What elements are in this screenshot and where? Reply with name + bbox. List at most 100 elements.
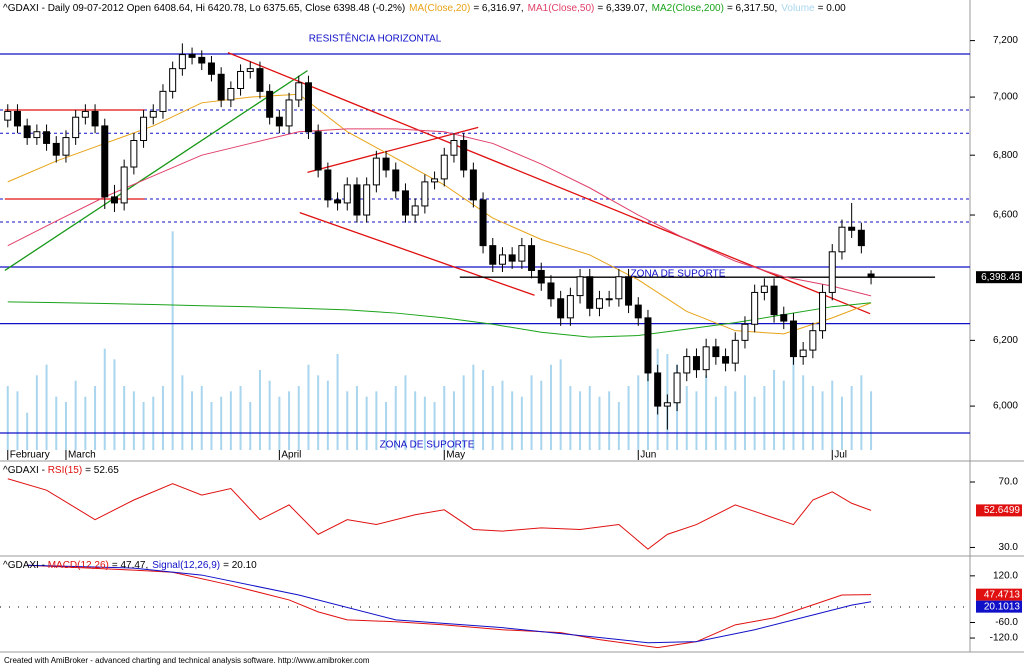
candle-body [13, 110, 21, 127]
panel-header: ^GDAXI - MACD(12,26) = 47.47, Signal(12,26… [3, 560, 257, 571]
volume-bar [831, 380, 834, 450]
candle-body [363, 184, 371, 216]
volume-bar [811, 386, 814, 450]
volume-bar [229, 391, 232, 450]
candle-body [81, 110, 89, 118]
volume-bar [220, 396, 223, 450]
annotation: ZONA DE SUPORTE [631, 269, 726, 280]
legend-entry: Signal(12,26,9) [152, 560, 220, 571]
candle-body [110, 196, 118, 204]
candle-body [644, 317, 652, 374]
volume-bar [763, 386, 766, 450]
annotation: RESISTÊNCIA HORIZONTAL [309, 32, 442, 45]
candle-body [722, 356, 730, 364]
y-tick-label: 6,600 [993, 210, 1018, 221]
candle-body [625, 276, 633, 306]
header-title: ^GDAXI - [3, 560, 48, 571]
candle-body [130, 139, 138, 168]
candle-body [741, 323, 749, 341]
candle-body [489, 245, 497, 265]
candle-body [343, 184, 351, 204]
candle-body [683, 356, 691, 374]
candle-body [828, 251, 836, 293]
volume-bar [695, 391, 698, 450]
volume-bar [792, 354, 795, 450]
volume-bar [540, 380, 543, 450]
candle-body [528, 245, 536, 271]
header-title: ^GDAXI - [3, 465, 48, 476]
legend-value: = 20.10 [223, 560, 257, 571]
volume-bar [598, 396, 601, 450]
y-tick-label: 7,000 [993, 92, 1018, 103]
candle-body [295, 82, 303, 101]
volume-bar [773, 370, 776, 450]
volume-bar [452, 391, 455, 450]
volume-bar [258, 370, 261, 450]
volume-bar [35, 375, 38, 450]
candle-body [198, 56, 206, 64]
candle-body [848, 226, 856, 231]
y-tick-label: 6,800 [993, 150, 1018, 161]
candle-body [4, 110, 12, 121]
volume-bar [714, 396, 717, 450]
candle-body [178, 54, 186, 70]
volume-bar [646, 332, 649, 450]
volume-bar [821, 391, 824, 450]
volume-bar [617, 402, 620, 450]
candle-body [857, 229, 865, 247]
candle-body [149, 110, 157, 118]
candle-body [227, 88, 235, 101]
volume-bar [307, 364, 310, 450]
candle-body [692, 356, 700, 371]
volume-bar [637, 375, 640, 450]
volume-bar [414, 391, 417, 450]
volume-bar [64, 402, 67, 450]
indicator-line [7, 301, 872, 338]
candle-body [246, 68, 254, 72]
candle-body [72, 116, 80, 139]
y-tick-label: 7,200 [993, 35, 1018, 46]
volume-bar [249, 402, 252, 450]
volume-bar [317, 375, 320, 450]
candle-body [23, 125, 31, 139]
volume-bar [26, 412, 29, 450]
candle-body [314, 131, 322, 171]
volume-bar [142, 402, 145, 450]
volume-bar [161, 386, 164, 450]
volume-bar [375, 391, 378, 450]
legend-entry: MA2(Close,200) [652, 3, 724, 14]
candle-body [605, 298, 613, 301]
volume-bar [549, 364, 552, 450]
candle-body [217, 73, 225, 101]
candle-body [799, 349, 807, 358]
candle-body [615, 276, 623, 300]
candle-body [586, 276, 594, 309]
candle-body [43, 131, 51, 144]
volume-bar [782, 380, 785, 450]
header-title: ^GDAXI - Daily 09-07-2012 Open 6408.64, … [3, 3, 405, 14]
volume-bar [152, 396, 155, 450]
panel: 70.0 30.0 ^GDAXI - RSI(15) = 52.65 52.6499 [3, 465, 1022, 553]
volume-bar [404, 375, 407, 450]
candle-body [353, 184, 361, 216]
last-value-label: 6,398.48 [981, 272, 1020, 283]
last-value-label: 47.4713 [984, 589, 1021, 600]
legend-value: = 6,339.07, [597, 3, 647, 14]
y-tick-label: -60.0 [995, 617, 1018, 628]
volume-bar [734, 391, 737, 450]
volume-bar [210, 402, 213, 450]
volume-bar [171, 231, 174, 450]
annotation: ZONA DE SUPORTE [380, 440, 475, 451]
volume-bar [326, 380, 329, 450]
candle-body [557, 298, 565, 319]
y-tick-label: 70.0 [999, 477, 1019, 488]
volume-bar [753, 396, 756, 450]
volume-bar [870, 391, 873, 450]
candle-body [780, 314, 788, 322]
candle-body [819, 291, 827, 332]
legend-value: = 6,316.97, [473, 3, 523, 14]
volume-bar [860, 375, 863, 450]
panel-header: ^GDAXI - Daily 09-07-2012 Open 6408.64, … [3, 3, 846, 14]
candle-body [702, 346, 710, 371]
volume-bar [278, 396, 281, 450]
